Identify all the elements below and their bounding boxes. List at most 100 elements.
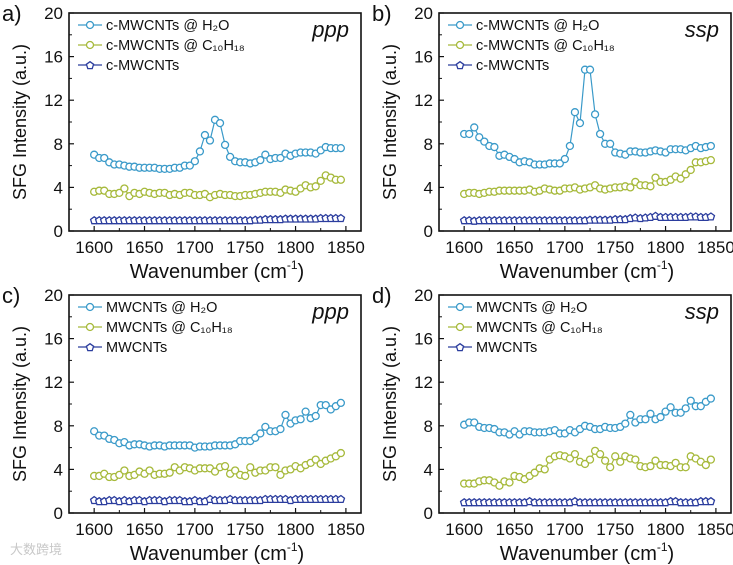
data-point [681,170,690,179]
data-point [595,129,605,139]
series-0 [90,398,346,452]
x-tick-label: 1750 [596,520,634,539]
polarization-label: ssp [685,17,719,42]
legend-marker [85,20,95,30]
data-point [470,418,479,427]
y-tick-label: 4 [424,460,433,479]
legend-label: MWCNTs [476,340,537,356]
data-point [626,410,635,420]
panel-label: c) [2,283,20,308]
data-point [540,465,549,474]
data-point [470,123,479,132]
data-point [676,174,685,183]
data-point [706,496,716,506]
x-axis-title-sup: -1 [287,540,298,554]
data-point [651,173,660,182]
data-point [505,478,514,487]
legend-marker [455,342,465,352]
data-point [600,456,610,465]
y-tick-label: 16 [414,330,433,349]
data-point [336,398,346,408]
data-point [165,468,174,477]
legend-label: c-MWCNTs [106,58,179,74]
chart-panel-d: d) 0 4 8 12 16 20 1600 1650 1700 1750 1800 1850 Waven… [372,283,733,565]
data-point [686,396,695,405]
x-tick-label: 1700 [546,238,584,257]
legend-label: c-MWCNTs @ C₁₀H₁₈ [476,38,615,54]
x-tick-label: 1850 [697,238,733,257]
data-point [190,157,200,166]
x-tick-label: 1800 [277,238,315,257]
series-2 [459,496,716,507]
watermark: 大数跨境 [10,542,62,557]
panel-label: a) [2,1,22,26]
polarization-label: ppp [311,17,349,42]
data-point [316,176,325,186]
data-point [701,460,710,470]
data-point [215,118,225,128]
data-point [336,175,346,184]
data-point [706,394,716,403]
y-axis-title: SFG Intensity (a.u.) [380,44,400,200]
data-point [225,152,235,162]
data-point [475,133,484,142]
data-point [621,419,630,428]
y-tick-label: 12 [414,91,433,110]
data-point [251,433,260,442]
x-tick-label: 1650 [126,520,164,539]
x-axis-title: Wavenumber (cm-1) [500,258,674,283]
data-point [570,108,580,117]
data-point [681,463,690,472]
data-point [185,161,194,170]
legend-marker [455,20,465,30]
data-point [575,118,585,128]
data-point [555,159,564,168]
data-point [651,456,660,465]
y-tick-label: 20 [44,286,63,305]
series-1 [460,155,716,199]
legend-marker [85,342,95,352]
legend-marker [455,322,465,332]
data-point [661,407,670,416]
data-point [565,141,575,151]
data-point [311,411,320,421]
data-point [120,466,129,475]
x-axis-title-tail: ) [298,543,305,565]
data-point [585,65,595,74]
x-tick-label: 1850 [327,238,365,257]
data-point [560,154,570,164]
y-tick-label: 8 [424,135,433,154]
data-point [210,467,220,476]
data-point [145,466,154,475]
panel-label: b) [372,1,392,26]
x-axis-title-tail: ) [668,543,675,565]
data-point [611,452,620,461]
data-point [336,494,346,504]
x-tick-label: 1800 [647,520,685,539]
data-point [276,153,285,163]
data-point [565,454,575,463]
legend-label: MWCNTs [106,340,167,356]
series-2 [89,494,346,506]
x-tick-label: 1750 [226,238,264,257]
x-tick-label: 1600 [445,238,483,257]
x-tick-label: 1600 [75,238,113,257]
data-point [311,455,320,464]
y-tick-label: 4 [424,178,433,197]
series-0 [460,65,716,169]
x-axis-title-sup: -1 [657,258,668,272]
y-tick-label: 20 [414,286,433,305]
polarization-label: ppp [311,299,349,324]
series-2 [459,211,716,225]
data-point [686,165,695,175]
data-point [656,412,665,422]
series-0 [90,115,346,174]
x-axis-title: Wavenumber (cm-1) [130,540,304,565]
x-tick-label: 1850 [697,520,733,539]
data-point [595,449,605,459]
data-point [631,455,640,464]
x-tick-label: 1700 [176,520,214,539]
data-point [230,466,240,475]
data-point [336,448,346,458]
